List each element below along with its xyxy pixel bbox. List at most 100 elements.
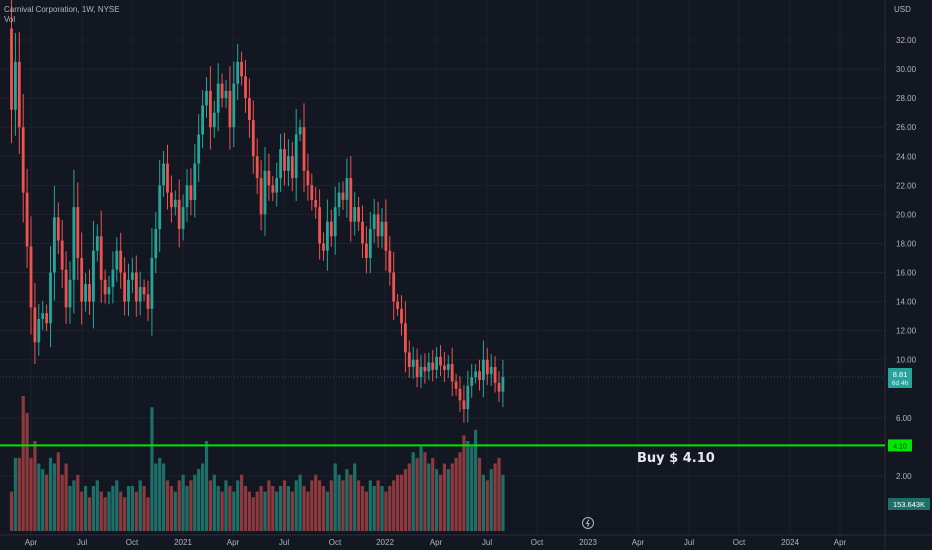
candle-body <box>501 376 505 392</box>
volume-bar <box>240 474 244 531</box>
volume-bar <box>107 491 111 531</box>
volume-bar <box>372 486 376 531</box>
volume-bar <box>72 480 76 531</box>
volume-bar <box>64 463 68 531</box>
volume-bar <box>275 491 279 531</box>
time-tick-label: 2024 <box>781 538 799 547</box>
volume-bar <box>146 497 150 531</box>
time-tick-label: Jul <box>482 538 492 547</box>
volume-bar <box>177 480 181 531</box>
volume-bar <box>271 486 275 531</box>
candle-body <box>466 385 470 410</box>
volume-bar <box>431 457 435 531</box>
candle-body <box>372 214 376 229</box>
volume-bar <box>165 480 170 531</box>
volume-bar <box>442 463 446 531</box>
candle-body <box>248 98 251 120</box>
volume-bar <box>201 463 205 531</box>
candle-body <box>216 83 220 113</box>
price-tick-label: 30.00 <box>896 65 917 74</box>
volume-bar <box>154 463 158 531</box>
candle-body <box>376 214 380 237</box>
time-tick-label: Oct <box>329 538 342 547</box>
candle-body <box>470 377 474 386</box>
volume-bar <box>111 486 115 531</box>
buy-level-badge-text: 4.10 <box>893 443 907 450</box>
time-tick-label: Apr <box>25 538 38 547</box>
candle-body <box>115 250 119 270</box>
candle-body <box>349 178 353 222</box>
volume-bar <box>458 452 462 531</box>
volume-bar <box>212 474 216 531</box>
volume-bar <box>357 480 361 531</box>
price-tick-label: 32.00 <box>896 36 917 45</box>
volume-bar <box>68 486 72 531</box>
volume-bar <box>119 491 123 531</box>
candle-body <box>326 221 329 251</box>
candle-body <box>60 240 64 270</box>
volume-bar <box>33 441 37 531</box>
candle-body <box>205 90 208 106</box>
volume-bar <box>314 474 318 531</box>
price-axis[interactable]: USD 32.00 30.00 28.00 26.00 24.00 22.00 20.00 1… <box>894 5 917 481</box>
volume-bar <box>407 463 411 531</box>
volume-bar <box>419 446 423 531</box>
candle-body <box>271 185 275 193</box>
volume-bar <box>396 474 400 531</box>
volume-bar <box>450 463 454 531</box>
price-tick-label: 26.00 <box>896 123 917 132</box>
candle-body <box>435 356 438 370</box>
volume-bar <box>435 469 439 531</box>
volume-bar <box>255 491 259 531</box>
volume-bar <box>290 491 294 531</box>
volume-bar <box>376 480 380 531</box>
candle-body <box>134 272 138 302</box>
candle-body <box>88 284 91 302</box>
buy-annotation: Buy $ 4.10 <box>637 451 715 466</box>
candle-body <box>404 323 407 353</box>
volume-badge-text: 153.643K <box>893 500 925 509</box>
volume-bar <box>302 486 306 531</box>
volume-bar <box>91 486 95 531</box>
candle-body <box>497 382 501 392</box>
candle-body <box>431 362 435 370</box>
volume-bar <box>368 480 372 531</box>
volume-bar <box>306 491 310 531</box>
price-tick-label: 24.00 <box>896 152 917 161</box>
candle-body <box>49 272 52 324</box>
candle-body <box>361 221 364 244</box>
candle-body <box>310 185 314 200</box>
candle-body <box>244 76 247 99</box>
volume-badge <box>888 498 930 510</box>
candle-body <box>462 400 466 410</box>
volume-bar <box>169 486 173 531</box>
volume-bar <box>341 480 345 531</box>
candle-body <box>21 127 25 193</box>
price-tick-label: 16.00 <box>896 269 917 278</box>
candle-body <box>56 217 60 241</box>
candle-body <box>388 250 392 273</box>
volume-bar <box>60 474 64 531</box>
volume-bar <box>263 491 267 531</box>
replay-icon[interactable] <box>582 517 594 529</box>
price-tick-label: 6.00 <box>896 414 912 423</box>
candle-body <box>107 287 111 295</box>
candle-body <box>29 246 33 308</box>
volume-bar <box>76 474 80 531</box>
candle-body <box>162 163 165 186</box>
volume-bar <box>474 429 478 531</box>
time-tick-label: 2023 <box>579 538 597 547</box>
volume-bar <box>87 497 92 531</box>
time-axis[interactable]: Apr Jul Oct 2021 Apr Jul Oct 2022 Apr Jul Oct 2023 A… <box>25 538 847 547</box>
candle-body <box>150 257 154 309</box>
candle-body <box>119 250 123 273</box>
candle-body <box>333 207 337 237</box>
volume-bar <box>193 474 197 531</box>
candle-body <box>279 149 282 179</box>
volume-bar <box>310 480 314 531</box>
candle-body <box>423 366 427 372</box>
candle-body <box>493 366 497 383</box>
volume-bar <box>493 463 497 531</box>
candle-body <box>298 127 302 135</box>
